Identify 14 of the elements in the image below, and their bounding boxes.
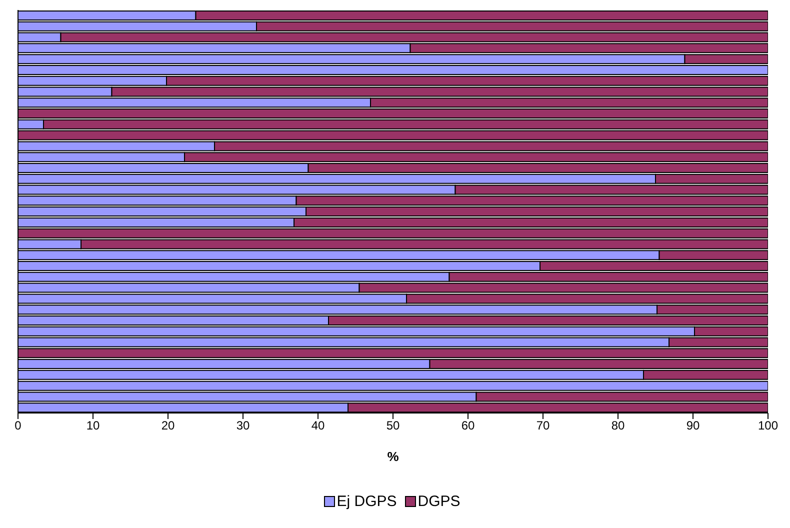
x-tick-label: 10 xyxy=(86,418,100,433)
legend-label: Ej DGPS xyxy=(336,493,397,510)
x-tick-label: 0 xyxy=(14,418,22,433)
x-tick-label: 40 xyxy=(311,418,325,433)
x-tick-label: 90 xyxy=(686,418,700,433)
x-tick-label: 30 xyxy=(236,418,250,433)
x-tick-label: 60 xyxy=(461,418,475,433)
x-tick-label: 20 xyxy=(161,418,175,433)
x-tick-label: 70 xyxy=(536,418,550,433)
legend-label: DGPS xyxy=(418,493,460,510)
x-tick-label: 100 xyxy=(758,418,778,433)
x-tick-label: 80 xyxy=(611,418,625,433)
x-axis-title: % xyxy=(387,449,400,464)
x-tick-label: 50 xyxy=(386,418,400,433)
